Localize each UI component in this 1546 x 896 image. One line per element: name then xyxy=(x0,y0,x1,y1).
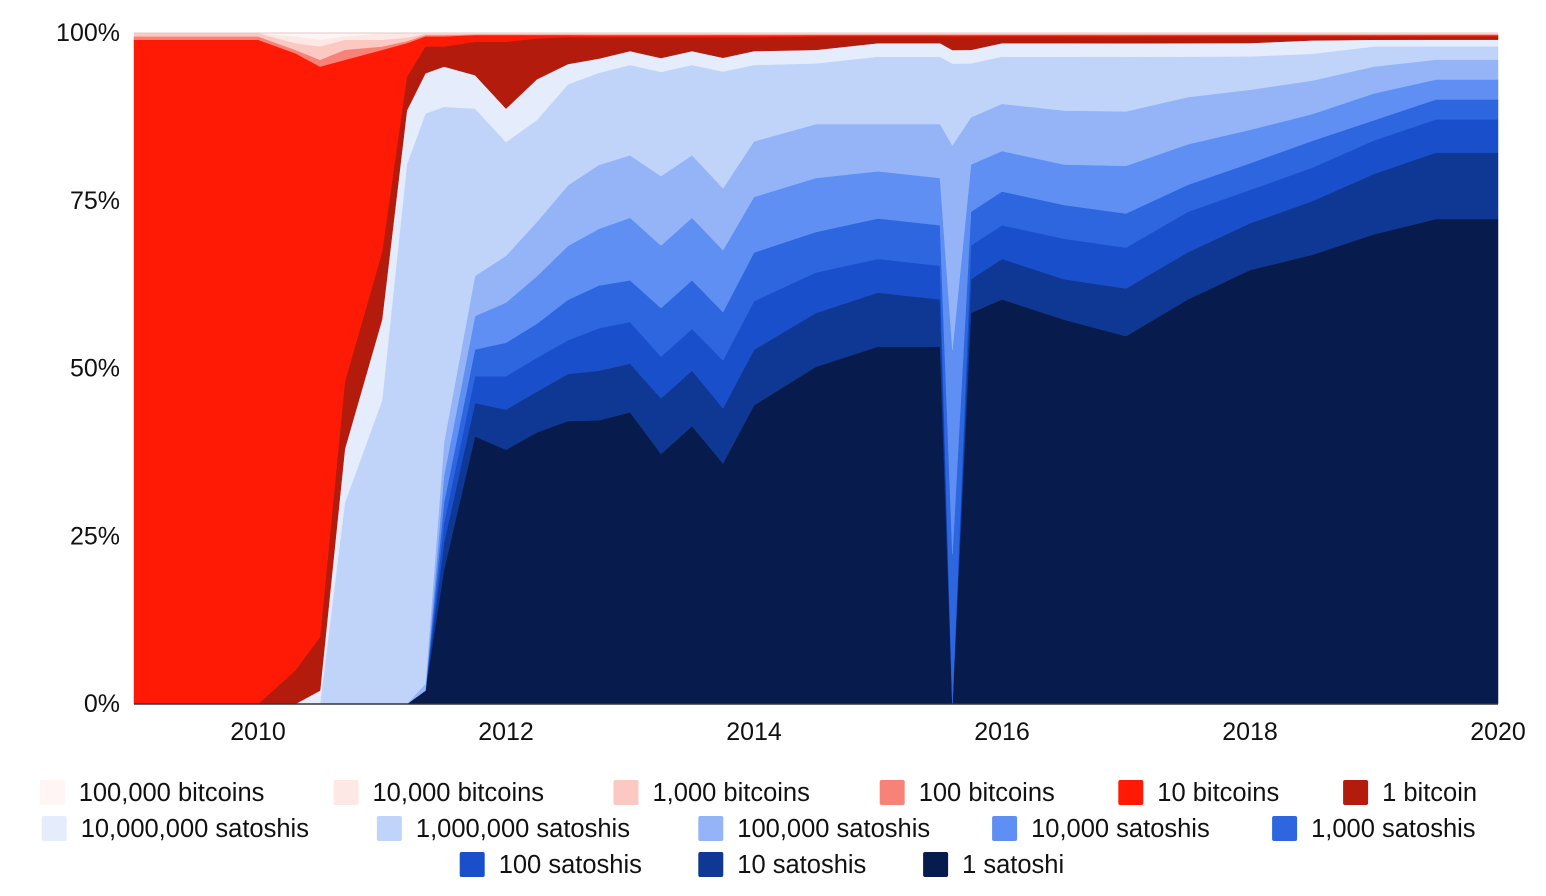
plot-area xyxy=(133,32,1499,705)
legend-swatch xyxy=(39,780,65,805)
legend-item-1-000-satoshis: 1,000 satoshis xyxy=(1272,815,1476,843)
legend-label: 1 satoshi xyxy=(962,851,1064,879)
legend-item-1-000-bitcoins: 1,000 bitcoins xyxy=(613,779,810,807)
legend-item-10-000-000-satoshis: 10,000,000 satoshis xyxy=(41,815,309,843)
legend-label: 10,000,000 satoshis xyxy=(81,815,309,843)
legend-label: 1,000 bitcoins xyxy=(653,779,810,807)
legend-item-10-satoshis: 10 satoshis xyxy=(698,851,866,879)
legend-item-1-000-000-satoshis: 1,000,000 satoshis xyxy=(376,815,630,843)
legend-label: 1 bitcoin xyxy=(1382,779,1477,807)
y-tick-label: 75% xyxy=(70,187,120,215)
y-tick-label: 100% xyxy=(56,19,120,47)
legend-label: 100,000 bitcoins xyxy=(79,779,265,807)
legend-swatch xyxy=(376,816,402,841)
legend-swatch xyxy=(41,816,67,841)
legend: 100,000 bitcoins 10,000 bitcoins 1,000 bit… xyxy=(39,779,1477,879)
legend-swatch xyxy=(459,852,485,877)
legend-swatch xyxy=(879,780,905,805)
legend-item-1-bitcoin: 1 bitcoin xyxy=(1343,779,1477,807)
x-tick-label: 2014 xyxy=(726,718,782,746)
legend-label: 10,000 satoshis xyxy=(1031,815,1210,843)
legend-swatch xyxy=(992,816,1018,841)
legend-swatch xyxy=(1118,780,1144,805)
y-axis: 0% 25% 50% 75% 100% xyxy=(56,19,120,718)
legend-item-100-000-satoshis: 100,000 satoshis xyxy=(698,815,930,843)
legend-label: 10 satoshis xyxy=(737,851,866,879)
legend-item-100-bitcoins: 100 bitcoins xyxy=(879,779,1055,807)
legend-item-10-000-bitcoins: 10,000 bitcoins xyxy=(333,779,545,807)
legend-item-10-bitcoins: 10 bitcoins xyxy=(1118,779,1279,807)
legend-swatch xyxy=(698,852,724,877)
y-tick-label: 25% xyxy=(70,522,120,550)
legend-label: 1,000 satoshis xyxy=(1311,815,1475,843)
legend-label: 10,000 bitcoins xyxy=(373,779,545,807)
x-axis: 2010 2012 2014 2016 2018 2020 xyxy=(230,718,1526,746)
x-tick-label: 2010 xyxy=(230,718,286,746)
legend-swatch xyxy=(613,780,639,805)
legend-swatch xyxy=(1272,816,1298,841)
legend-swatch xyxy=(923,852,949,877)
y-tick-label: 0% xyxy=(84,690,120,718)
legend-item-1-satoshi: 1 satoshi xyxy=(923,851,1064,879)
legend-swatch xyxy=(333,780,359,805)
legend-label: 100,000 satoshis xyxy=(737,815,930,843)
x-tick-label: 2018 xyxy=(1222,718,1278,746)
legend-item-100-satoshis: 100 satoshis xyxy=(459,851,642,879)
legend-item-100-000-bitcoins: 100,000 bitcoins xyxy=(39,779,265,807)
x-tick-label: 2020 xyxy=(1470,718,1526,746)
legend-swatch xyxy=(698,816,724,841)
x-tick-label: 2016 xyxy=(974,718,1030,746)
legend-label: 10 bitcoins xyxy=(1157,779,1279,807)
legend-label: 100 bitcoins xyxy=(919,779,1055,807)
y-tick-label: 50% xyxy=(70,355,120,383)
x-tick-label: 2012 xyxy=(478,718,534,746)
legend-label: 100 satoshis xyxy=(499,851,642,879)
legend-label: 1,000,000 satoshis xyxy=(416,815,630,843)
legend-swatch xyxy=(1343,780,1369,805)
legend-item-10-000-satoshis: 10,000 satoshis xyxy=(992,815,1210,843)
